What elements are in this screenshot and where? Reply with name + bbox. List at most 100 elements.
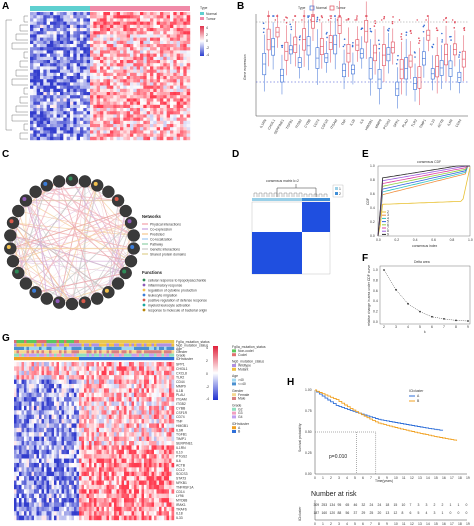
heatmap-cell [180,69,184,73]
heatmap-cell [139,432,142,437]
heatmap-cell [19,379,22,385]
heatmap-cell [124,379,127,385]
heatmap-cell [149,436,152,442]
heatmap-cell [40,108,44,112]
heatmap-cell [113,28,117,32]
heatmap-cell [146,392,150,398]
heatmap-cell [183,104,187,109]
heatmap-cell [170,63,174,67]
normal-box-outlier [272,15,274,17]
heatmap-cell [66,108,71,112]
heatmap-cell [143,79,147,83]
heatmap-cell [109,410,112,415]
heatmap-cell [161,467,165,472]
heatmap-cell [21,432,25,437]
heatmap-cell [180,21,184,25]
heatmap-cell [111,462,115,468]
heatmap-cell [153,136,157,141]
heatmap-cell [86,37,91,41]
heatmap-cell [163,79,167,83]
heatmap-cell [70,63,74,67]
heatmap-cell [126,127,131,131]
heatmap-cell [51,445,55,450]
heatmap-cell [41,493,45,499]
heatmap-cell [86,375,90,380]
heatmap-cell [21,410,25,415]
heatmap-cell [176,101,181,105]
heatmap-cell [156,85,161,89]
heatmap-cell [60,133,64,137]
heatmap-cell [51,458,55,464]
heatmap-cell [106,88,111,93]
heatmap-cell [26,454,30,459]
heatmap-cell [81,454,85,459]
heatmap-cell [149,423,152,429]
heatmap-cell [83,56,87,61]
heatmap-cell [36,410,40,415]
heatmap-cell [164,397,167,402]
heatmap-cell [100,79,104,83]
heatmap-cell [180,117,184,121]
heatmap-cell [130,130,134,134]
heatmap-cell [166,98,171,102]
heatmap-cell [73,82,77,86]
heatmap-cell [94,392,97,398]
annotation-cell [154,357,157,361]
heatmap-cell [116,79,121,83]
heatmap-cell [134,471,137,477]
annotation-cell [169,343,172,347]
heatmap-cell [73,114,77,118]
heatmap-cell [106,95,111,99]
heatmap-cell [14,401,17,407]
heatmap-cell [140,136,144,141]
heatmap-cell [166,480,170,486]
heatmap-cell [113,114,117,118]
heatmap-cell [113,31,117,35]
heatmap-cell [110,24,114,29]
heatmap-cell [131,445,135,450]
heatmap-cell [146,423,150,429]
heatmap-cell [51,392,55,398]
heatmap-cell [36,362,40,367]
heatmap-cell [74,362,77,367]
heatmap-cell [110,69,114,73]
heatmap-cell [119,379,122,385]
annotation-cell [129,343,132,347]
heatmap-cell [61,405,65,411]
heatmap-cell [50,44,54,48]
heatmap-cell [101,414,105,420]
heatmap-cell [86,414,90,420]
heatmap-cell [99,493,102,499]
heatmap-cell [71,449,75,455]
network-edge [59,272,126,303]
annotation-cell [109,346,112,350]
heatmap-cell [44,388,47,393]
normal-box-outlier [307,15,309,17]
heatmap-cell [124,484,127,490]
heatmap-cell [50,72,54,77]
node-function-mark [122,269,127,274]
heatmap-cell [59,383,62,389]
heatmap-cell [43,108,47,112]
heatmap-cell [176,92,181,96]
heatmap-cell [133,21,137,25]
heatmap-cell [131,392,135,398]
heatmap-cell [33,63,37,67]
heatmap-cell [120,76,124,80]
heatmap-cell [169,436,172,442]
heatmap-cell [93,53,97,57]
heatmap-cell [86,72,91,77]
heatmap-cell [124,375,127,380]
heatmap-cell [123,44,127,48]
heatmap-cell [103,63,107,67]
heatmap-cell [14,370,17,376]
heatmap-cell [130,101,134,105]
matrix-legend-label-2: 2 [339,192,341,196]
heatmap-cell [53,76,57,80]
heatmap-cell [116,445,120,450]
node-function-mark [130,245,135,249]
heatmap-cell [144,397,147,402]
heatmap-cell [124,449,127,455]
heatmap-cell [59,484,62,490]
heatmap-cell [146,69,151,73]
